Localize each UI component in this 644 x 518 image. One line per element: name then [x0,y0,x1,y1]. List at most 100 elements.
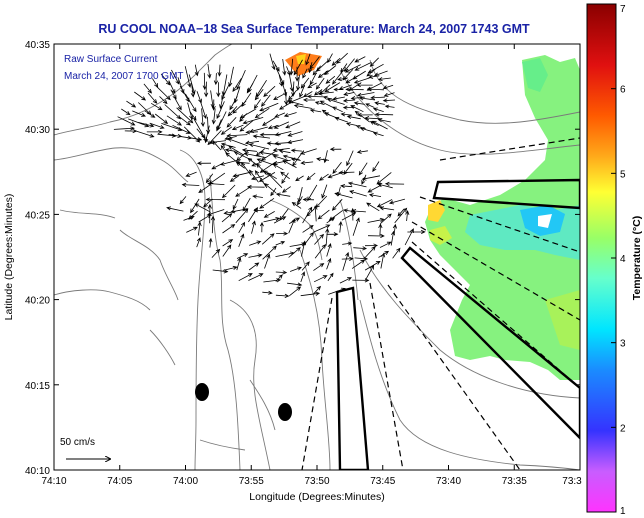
current-vector [161,123,183,132]
current-vector [166,206,184,212]
current-vector [138,102,152,116]
y-axis-label: Latitude (Degrees:Minutes) [3,194,15,321]
current-vector [221,184,236,199]
current-vector [217,64,222,77]
current-vector [210,90,215,109]
current-vector [249,126,268,133]
current-vector [306,172,316,181]
current-vector [314,243,327,259]
current-vector [246,184,265,190]
current-vector [332,161,342,174]
current-vector [394,207,408,224]
x-tick-label: 73:50 [304,476,329,487]
current-vector [207,63,212,79]
current-vector [325,227,330,246]
current-vector [389,198,406,205]
current-vector [126,100,137,108]
current-vector [185,93,197,113]
current-vector [326,243,332,257]
y-axis: 40:35 40:30 40:25 40:20 40:15 40:10 [25,40,580,477]
x-tick-label: 73:45 [370,476,395,487]
current-vector [168,80,176,95]
current-vector [282,160,297,168]
current-vector [336,52,348,64]
current-vector [295,175,304,182]
current-vector [354,110,370,123]
current-vector [275,192,291,197]
current-vector [354,62,371,71]
current-vector [347,181,367,188]
current-vector [193,119,206,139]
current-vector [368,193,382,198]
current-vector [321,184,328,199]
current-vector [382,84,394,90]
current-vector [255,79,267,98]
current-vector [353,246,368,251]
x-tick-label: 73:3 [562,476,582,487]
current-vector [291,201,302,209]
current-vector [359,127,375,133]
current-vector [248,169,259,183]
current-vector [204,125,210,144]
legend-current-label: Raw Surface Current [64,54,158,65]
current-vector [205,197,226,202]
current-vector [340,63,348,73]
current-vector [205,173,214,184]
current-vector [327,53,333,64]
current-vector [392,247,401,259]
current-vector [367,233,385,239]
current-vector [220,160,238,166]
current-vector [328,287,346,295]
scale-arrow-label: 50 cm/s [60,437,95,448]
current-vector [378,223,383,236]
current-vector [313,224,331,233]
current-vector [352,217,360,236]
colorbar-label: Temperature (°C) [631,216,643,301]
current-vector [293,103,313,109]
current-vector [159,96,168,105]
current-vector [206,116,211,135]
current-vector [149,122,165,129]
current-vector [365,264,375,281]
current-vector [252,194,263,199]
current-vector [326,232,339,237]
current-vector [365,246,376,258]
current-vector [157,133,177,138]
current-vector [235,208,249,224]
current-vector [302,97,316,103]
colorbar-tick-label: 5 [620,169,626,180]
current-vector [236,69,246,90]
current-vector [331,198,343,211]
current-vector [186,226,198,233]
current-vector [183,126,201,143]
current-vector [377,183,393,189]
current-vector [275,293,290,298]
radar-sector-lines [301,137,580,470]
current-vector [331,57,341,66]
current-vector [187,102,194,120]
current-vector [262,117,276,126]
figure-title: RU COOL NOAA−18 Sea Surface Temperature:… [98,22,530,36]
current-vector [323,65,337,76]
current-vector [241,148,258,153]
current-vector [280,171,290,180]
current-vector [179,196,187,205]
current-vector [272,159,291,166]
current-vector [200,108,205,128]
colorbar-tick-label: 4 [620,254,626,265]
current-vector [315,60,329,72]
x-axis-label: Longitude (Degrees:Minutes) [249,491,384,503]
current-vector [259,197,275,209]
current-vector [241,92,252,107]
current-vector [228,145,244,156]
current-vector [274,112,286,118]
current-vector [344,64,361,73]
current-vector [309,108,322,113]
current-vector [284,89,289,106]
current-vector [259,102,279,112]
current-vector [117,116,136,126]
current-vector [261,94,271,107]
current-vector [255,148,265,157]
current-vector [351,259,366,269]
sst-patch [285,52,580,380]
